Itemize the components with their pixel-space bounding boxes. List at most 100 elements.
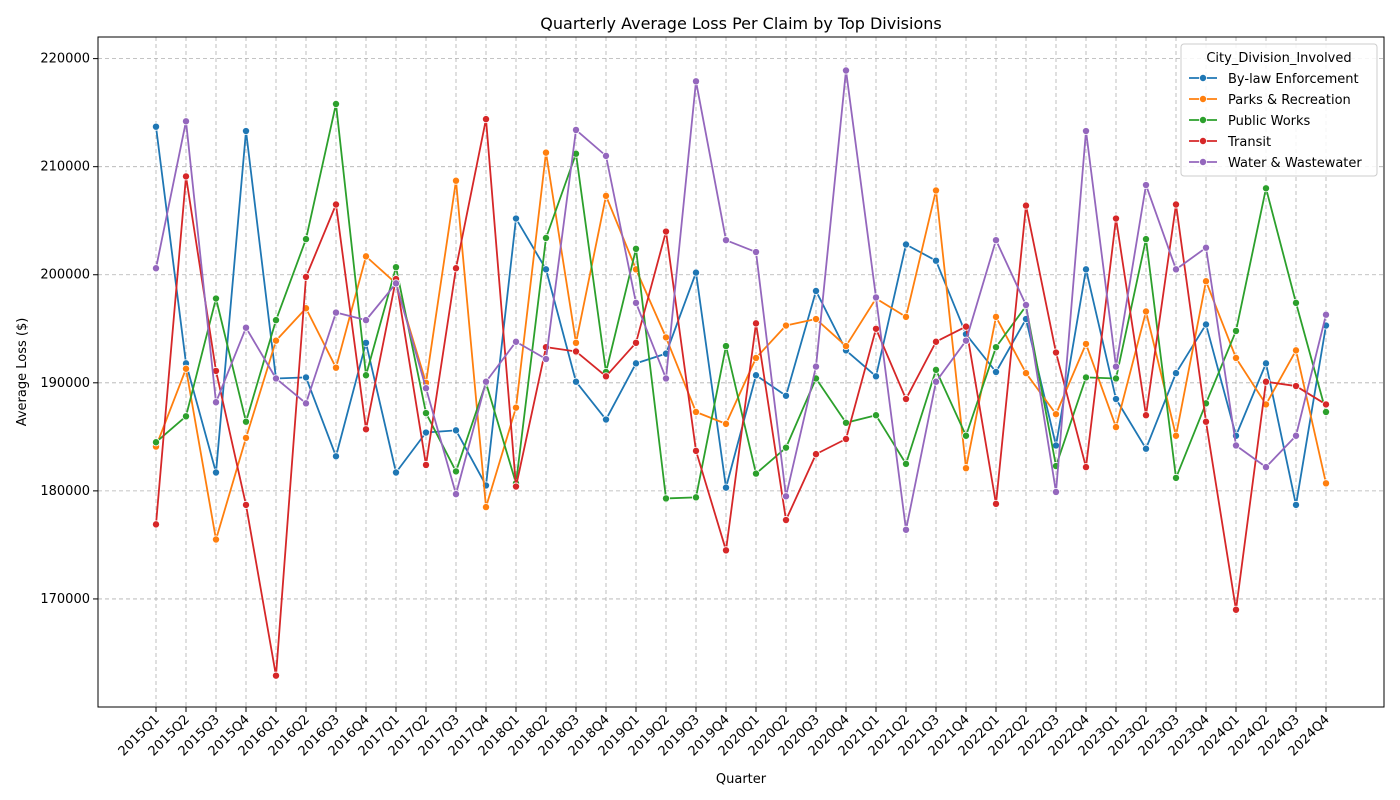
data-point bbox=[151, 122, 160, 131]
data-point bbox=[812, 315, 821, 324]
data-point bbox=[1052, 348, 1061, 357]
data-point bbox=[241, 417, 250, 426]
data-point bbox=[752, 469, 761, 478]
data-point bbox=[722, 546, 731, 555]
data-point bbox=[752, 319, 761, 328]
data-point bbox=[812, 450, 821, 459]
data-point bbox=[481, 115, 490, 124]
y-tick-label: 220000 bbox=[40, 52, 90, 67]
data-point bbox=[962, 431, 971, 440]
legend-label: Parks & Recreation bbox=[1228, 93, 1351, 108]
data-point bbox=[1232, 326, 1241, 335]
series-group bbox=[151, 66, 1331, 680]
data-point bbox=[632, 338, 641, 347]
data-point bbox=[662, 333, 671, 342]
data-point bbox=[1172, 369, 1181, 378]
legend-title: City_Division_Involved bbox=[1206, 51, 1351, 66]
data-point bbox=[1322, 400, 1331, 409]
data-point bbox=[572, 125, 581, 134]
data-point bbox=[662, 494, 671, 503]
data-point bbox=[1112, 362, 1121, 371]
data-point bbox=[1142, 181, 1151, 190]
series-line bbox=[155, 103, 1327, 500]
legend-label: Public Works bbox=[1228, 114, 1311, 129]
data-point bbox=[932, 186, 941, 195]
data-point bbox=[902, 312, 911, 321]
data-point bbox=[181, 364, 190, 373]
data-point bbox=[1232, 353, 1241, 362]
data-point bbox=[572, 347, 581, 356]
data-point bbox=[512, 403, 521, 412]
data-point bbox=[241, 500, 250, 509]
data-point bbox=[301, 272, 310, 281]
data-point bbox=[932, 256, 941, 265]
data-point bbox=[1292, 346, 1301, 355]
data-point bbox=[1322, 407, 1331, 416]
data-point bbox=[331, 100, 340, 109]
data-point bbox=[1142, 307, 1151, 316]
data-point bbox=[451, 264, 460, 273]
legend-swatch-marker bbox=[1199, 74, 1208, 83]
data-point bbox=[271, 374, 280, 383]
data-point bbox=[1262, 377, 1271, 386]
data-point bbox=[361, 425, 370, 434]
data-point bbox=[842, 434, 851, 443]
data-point bbox=[331, 452, 340, 461]
data-point bbox=[361, 316, 370, 325]
data-point bbox=[1262, 463, 1271, 472]
data-point bbox=[361, 371, 370, 380]
data-point bbox=[632, 298, 641, 307]
data-point bbox=[902, 525, 911, 534]
series-line bbox=[155, 69, 1327, 531]
plot-frame bbox=[97, 36, 1385, 708]
data-point bbox=[992, 367, 1001, 376]
data-point bbox=[962, 464, 971, 473]
data-point bbox=[1172, 431, 1181, 440]
data-point bbox=[1052, 487, 1061, 496]
data-point bbox=[271, 316, 280, 325]
data-point bbox=[211, 468, 220, 477]
data-point bbox=[902, 395, 911, 404]
data-point bbox=[1112, 423, 1121, 432]
data-point bbox=[572, 377, 581, 386]
data-point bbox=[271, 671, 280, 680]
data-point bbox=[1142, 411, 1151, 420]
data-point bbox=[421, 384, 430, 393]
data-point bbox=[962, 336, 971, 345]
data-point bbox=[1292, 431, 1301, 440]
data-point bbox=[722, 483, 731, 492]
data-point bbox=[1262, 359, 1271, 368]
data-point bbox=[992, 499, 1001, 508]
data-point bbox=[662, 227, 671, 236]
data-point bbox=[361, 252, 370, 261]
data-point bbox=[872, 324, 881, 333]
data-point bbox=[782, 516, 791, 525]
legend-box bbox=[1180, 43, 1378, 177]
data-point bbox=[391, 279, 400, 288]
data-point bbox=[211, 294, 220, 303]
data-point bbox=[932, 377, 941, 386]
y-tick-label: 180000 bbox=[40, 484, 90, 499]
data-point bbox=[752, 248, 761, 257]
data-point bbox=[1022, 201, 1031, 210]
data-point bbox=[331, 363, 340, 372]
legend: City_Division_Involved By-law Enforcemen… bbox=[1180, 43, 1378, 177]
legend-label: By-law Enforcement bbox=[1228, 72, 1359, 87]
data-point bbox=[782, 391, 791, 400]
legend-swatch-marker bbox=[1199, 116, 1208, 125]
data-point bbox=[1082, 127, 1091, 136]
legend-items: By-law Enforcement Parks & Recreation Publ… bbox=[1189, 72, 1362, 171]
data-point bbox=[902, 459, 911, 468]
data-point bbox=[512, 337, 521, 346]
data-point bbox=[181, 117, 190, 126]
data-point bbox=[1232, 441, 1241, 450]
data-point bbox=[1232, 605, 1241, 614]
data-point bbox=[692, 407, 701, 416]
data-point bbox=[1052, 410, 1061, 419]
data-point bbox=[151, 264, 160, 273]
data-point bbox=[1172, 473, 1181, 482]
data-point bbox=[151, 438, 160, 447]
data-point bbox=[1022, 369, 1031, 378]
data-point bbox=[902, 240, 911, 249]
